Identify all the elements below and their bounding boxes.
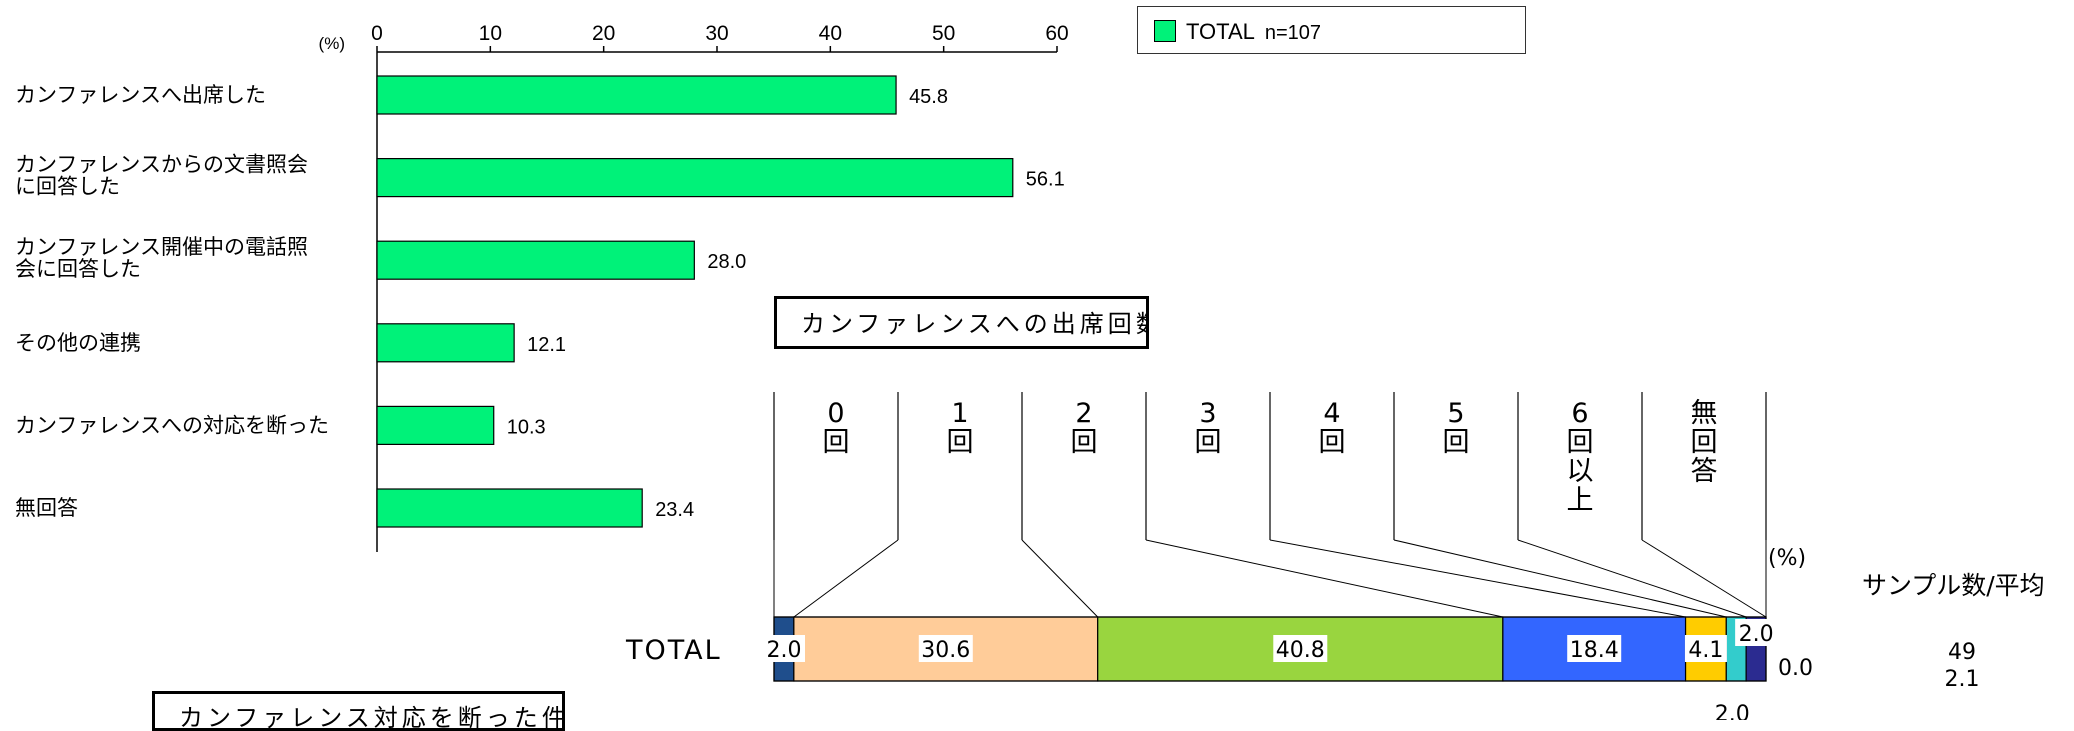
bar bbox=[376, 488, 643, 528]
segment-value-label: 30.6 bbox=[921, 638, 970, 663]
bar bbox=[376, 75, 897, 115]
legend-text: TOTAL n=107 bbox=[1186, 19, 1321, 45]
legend-swatch bbox=[1154, 20, 1176, 42]
segment-value-label: 2.0 bbox=[767, 638, 802, 663]
legend-sample-size: n=107 bbox=[1264, 22, 1322, 44]
stacked-chart-title: カンファレンスへの出席回数 bbox=[801, 310, 1149, 338]
connector-line bbox=[1021, 539, 1099, 618]
x-tick-label: 40 bbox=[819, 22, 842, 45]
bar-value-label: 45.8 bbox=[909, 86, 948, 108]
x-tick-label: 0 bbox=[371, 22, 383, 45]
column-header: サンプル数/平均 bbox=[1862, 571, 2045, 600]
segment-value-label: 0.0 bbox=[1778, 656, 1813, 681]
value-label-bg bbox=[1775, 653, 1817, 680]
bar bbox=[376, 240, 695, 280]
value-label-bg bbox=[1273, 635, 1328, 662]
sample-size: 49 bbox=[1948, 640, 1976, 665]
category-header: 無回答 bbox=[1691, 398, 1718, 487]
segment-value-label: 18.4 bbox=[1570, 638, 1619, 663]
segment-value-label: 2.0 bbox=[1739, 622, 1774, 647]
value-label-bg bbox=[1567, 635, 1622, 662]
value-label-bg bbox=[1711, 699, 1754, 720]
third-chart-title-box: カンファレンス対応を断った件数 bbox=[152, 691, 565, 731]
category-label: その他の連携 bbox=[15, 331, 141, 355]
category-label: カンファレンスへ出席した bbox=[15, 83, 266, 107]
unit-label: (%) bbox=[319, 34, 345, 53]
x-tick-label: 20 bbox=[592, 22, 615, 45]
connector-line bbox=[1269, 539, 1686, 618]
x-tick-label: 50 bbox=[932, 22, 955, 45]
x-tick-label: 60 bbox=[1045, 22, 1068, 45]
segment-value-label: 4.1 bbox=[1688, 638, 1723, 663]
value-label-bg bbox=[1684, 635, 1727, 662]
connector-line bbox=[793, 539, 899, 618]
row-label: TOTAL bbox=[625, 635, 722, 666]
bar bbox=[376, 405, 495, 445]
x-tick-label: 10 bbox=[479, 22, 502, 45]
connector-line bbox=[1393, 539, 1727, 618]
third-chart-title: カンファレンス対応を断った件数 bbox=[179, 704, 565, 731]
category-label: カンファレンスからの文書照会に回答した bbox=[15, 153, 308, 199]
stacked-chart-title-box: カンファレンスへの出席回数 bbox=[774, 296, 1149, 349]
category-label: 無回答 bbox=[15, 496, 78, 520]
category-header: 6 回以上 bbox=[1567, 398, 1594, 516]
bar-value-label: 56.1 bbox=[1026, 169, 1065, 191]
connector-line bbox=[1641, 539, 1767, 618]
bar-value-label: 12.1 bbox=[527, 334, 566, 356]
bar bbox=[376, 323, 515, 363]
segment-value-label: 2.0 bbox=[1715, 702, 1750, 720]
average: 2.1 bbox=[1945, 667, 1980, 692]
x-tick-label: 30 bbox=[705, 22, 728, 45]
category-label: カンファレンス開催中の電話照会に回答した bbox=[15, 235, 308, 281]
stacked-unit-label: (%) bbox=[1768, 546, 1806, 571]
connector-line bbox=[1517, 539, 1747, 618]
bar-value-label: 28.0 bbox=[707, 251, 746, 273]
category-label: カンファレンスへの対応を断った bbox=[15, 413, 329, 437]
segment-value-label: 40.8 bbox=[1276, 638, 1325, 663]
value-label-bg bbox=[918, 635, 973, 662]
value-label-bg bbox=[763, 635, 805, 662]
legend: TOTAL n=107 bbox=[1137, 6, 1526, 54]
bar bbox=[376, 158, 1014, 198]
value-label-bg bbox=[1735, 619, 1778, 646]
bar-value-label: 23.4 bbox=[655, 499, 694, 521]
connector-line bbox=[1145, 539, 1503, 618]
bar-value-label: 10.3 bbox=[507, 416, 546, 438]
legend-series-name: TOTAL bbox=[1186, 19, 1255, 44]
